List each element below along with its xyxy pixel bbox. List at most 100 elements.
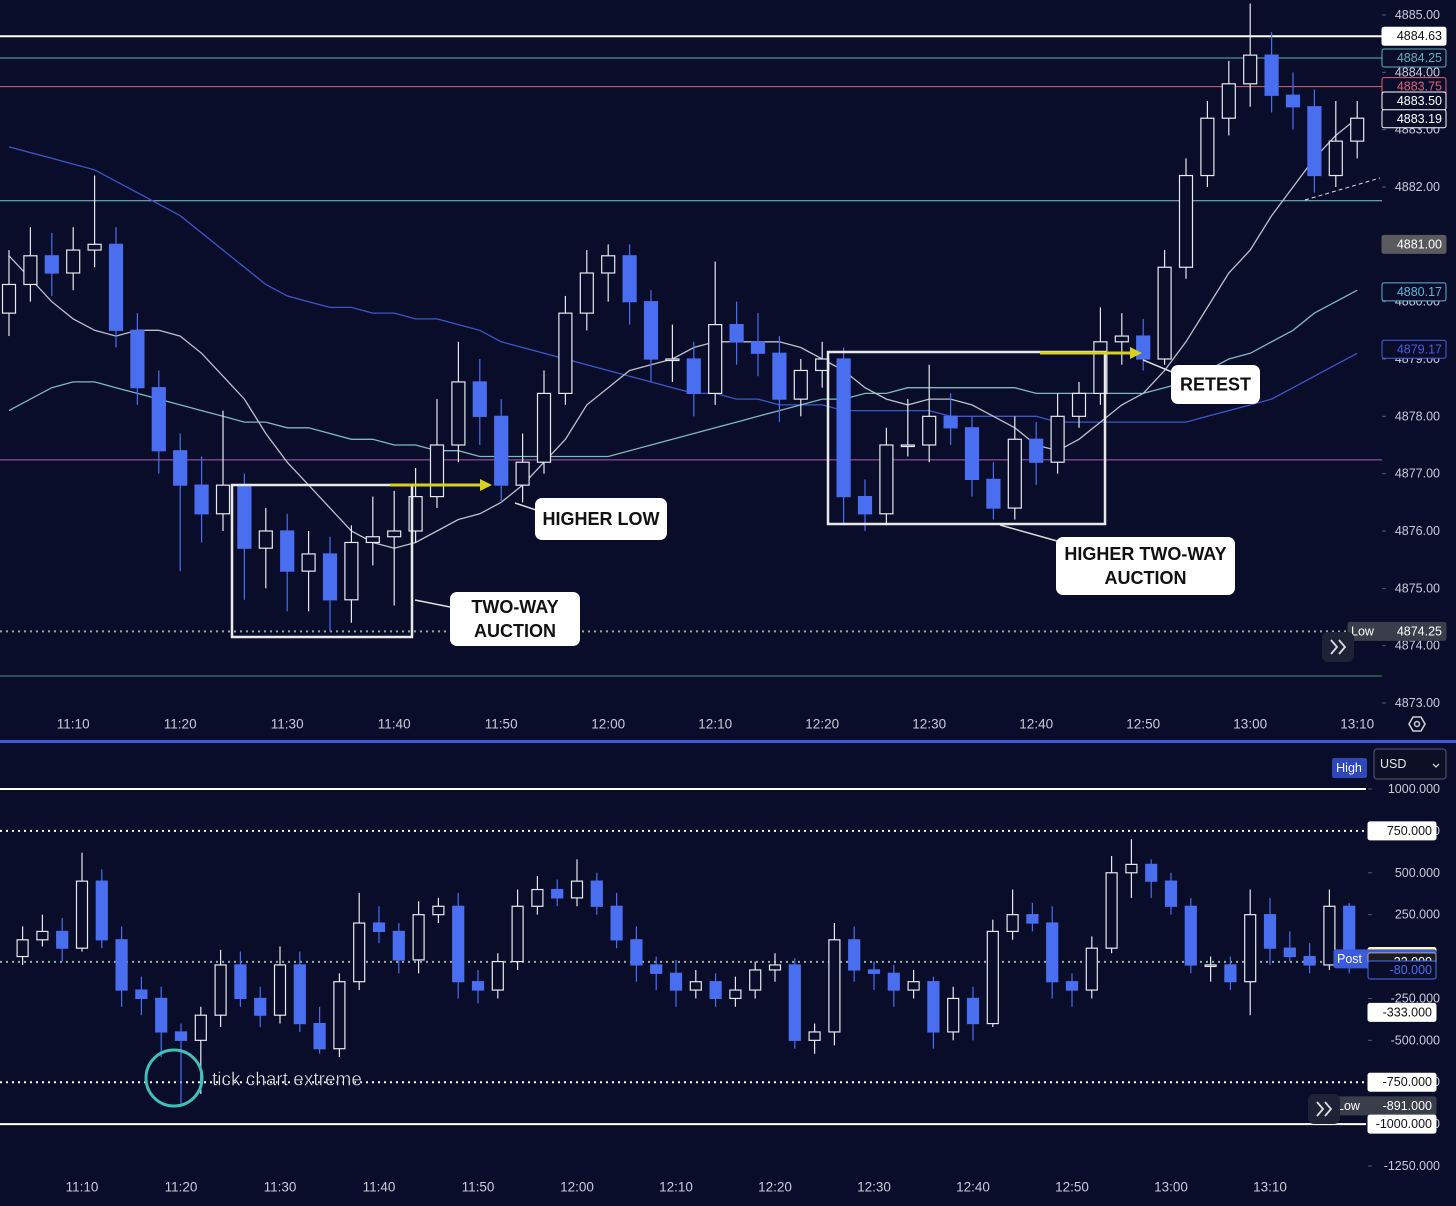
candle-body	[1125, 863, 1138, 874]
y-tick-label: 250.000	[1395, 908, 1440, 922]
y-tick-label: 4875.00	[1395, 581, 1440, 595]
candle-body	[1303, 955, 1316, 966]
chevrons	[1316, 1101, 1333, 1117]
candle-body	[1, 283, 17, 314]
y-tick-label: -1250.000	[1384, 1159, 1440, 1173]
candle-body	[966, 997, 980, 1025]
candle-body	[986, 930, 999, 1025]
y-tick-label: 4878.00	[1395, 409, 1440, 423]
candle-body	[1307, 106, 1322, 177]
panel-divider	[0, 740, 1456, 743]
candle-body	[867, 969, 881, 974]
x-tick-label: 12:50	[1126, 717, 1160, 732]
candle-body	[344, 541, 359, 601]
candle-body	[857, 496, 873, 515]
candle-body	[590, 880, 603, 907]
candle-body	[907, 981, 920, 991]
dropdown-caret	[1432, 763, 1440, 768]
candle-body	[412, 914, 425, 961]
candle-body	[531, 888, 544, 907]
candle-body	[313, 1022, 326, 1050]
candle-body	[353, 922, 366, 983]
y-tick-label: 4873.00	[1395, 696, 1440, 710]
candle-body	[828, 939, 841, 1033]
candle-body	[322, 553, 338, 601]
candle-body	[471, 981, 485, 991]
price-tag-label: 4879.17	[1397, 342, 1442, 356]
candle-body	[1244, 914, 1257, 983]
candle-body	[808, 1031, 821, 1041]
annotation-text: tick chart extreme	[212, 1070, 362, 1091]
candle-body	[333, 981, 346, 1050]
settings-button[interactable]	[1408, 716, 1426, 732]
candle-body	[1007, 438, 1022, 509]
x-tick-label: 12:40	[1019, 717, 1053, 732]
candle-body	[750, 341, 766, 354]
candle-body	[66, 249, 81, 274]
candle-body	[665, 358, 680, 362]
candle-body	[622, 255, 637, 303]
candle-body	[848, 939, 861, 971]
candle-body	[511, 905, 524, 963]
candle-body	[1029, 438, 1044, 463]
candle-body	[1093, 341, 1108, 394]
callout-box	[535, 498, 667, 540]
candle-body	[16, 939, 29, 958]
x-tick-label: 13:10	[1340, 717, 1374, 732]
moving-average	[8, 117, 1358, 549]
scroll-button[interactable]	[1322, 632, 1354, 662]
x-tick-label: 11:20	[164, 717, 197, 732]
price-tag-label: 4883.19	[1397, 112, 1442, 126]
candle-body	[729, 989, 742, 1000]
candle-body	[23, 255, 38, 286]
callout: RETEST	[1171, 365, 1260, 404]
price-tag-label: -80.000	[1390, 963, 1432, 977]
candle-body	[772, 352, 787, 400]
price-tag	[1367, 960, 1437, 980]
price-tag	[1381, 234, 1447, 254]
price-tag-label: 4881.00	[1397, 237, 1442, 251]
candle-body	[1114, 335, 1129, 343]
candle-body	[630, 939, 643, 966]
price-tag-note: Low	[1337, 1099, 1361, 1113]
y-tick-label: 4876.00	[1395, 524, 1440, 538]
candle-body	[788, 964, 801, 1041]
currency-select[interactable]: USD	[1373, 748, 1447, 780]
callout-text: AUCTION	[1105, 568, 1187, 588]
scroll-button[interactable]	[1308, 1094, 1340, 1124]
x-tick-label: 12:00	[560, 1180, 594, 1195]
arrow-head	[480, 479, 492, 491]
price-tag-label: 4883.50	[1397, 94, 1442, 108]
price-tag-label: 4874.25	[1397, 624, 1442, 638]
settings-icon	[1408, 716, 1426, 732]
candle-body	[1184, 905, 1197, 966]
range-box	[230, 483, 414, 639]
candle-body	[709, 981, 722, 1000]
y-tick-label: 4885.00	[1395, 8, 1440, 22]
candle-body	[87, 243, 102, 251]
y-tick-label: -250.000	[1391, 991, 1440, 1005]
candle-body	[115, 939, 128, 991]
candle-body	[365, 536, 380, 544]
candle-body	[943, 415, 958, 429]
candle-body	[36, 930, 49, 941]
price-tag	[1367, 1072, 1437, 1092]
candle-body	[729, 324, 744, 343]
candle-body	[689, 981, 702, 991]
candle-body	[1243, 54, 1258, 85]
y-tick-label: 500.000	[1395, 866, 1440, 880]
candle-body	[1323, 905, 1336, 966]
candle-body	[155, 997, 168, 1033]
price-tag	[1381, 26, 1447, 46]
candle-body	[472, 381, 487, 417]
candle-body	[708, 324, 723, 395]
x-tick-label: 12:40	[956, 1180, 990, 1195]
price-tag	[1347, 621, 1447, 641]
x-tick-label: 13:10	[1253, 1180, 1287, 1195]
candle-body	[254, 997, 267, 1016]
candle-body	[1145, 863, 1158, 882]
y-tick-label: 4882.00	[1395, 180, 1440, 194]
annotations: USD High HIGHER LOWTWO-WAYAUCTIONHIGHER …	[144, 177, 1447, 1124]
candle-body	[1264, 54, 1279, 96]
x-tick-label: 13:00	[1233, 717, 1267, 732]
